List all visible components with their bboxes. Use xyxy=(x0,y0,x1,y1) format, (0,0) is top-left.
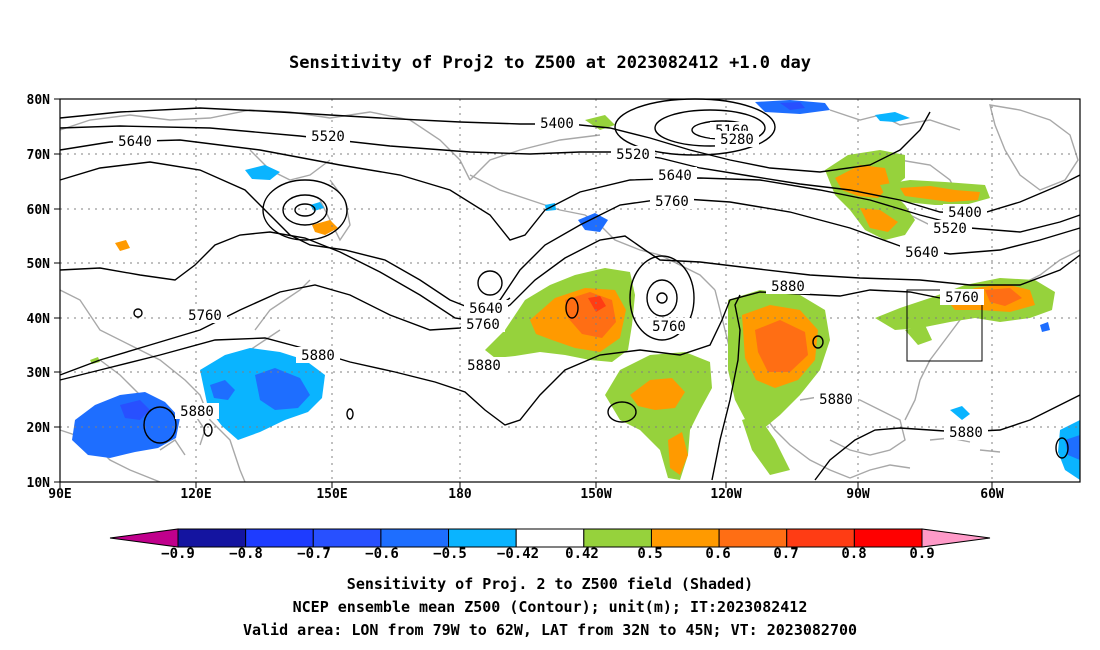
lon-tick-label: 150W xyxy=(580,487,611,502)
colorbar: −0.9 −0.8 −0.7 −0.6 −0.5 −0.42 0.42 0.5 … xyxy=(109,528,991,562)
lat-tick-label: 40N xyxy=(27,312,51,327)
colorbar-label: 0.6 xyxy=(705,546,730,562)
lat-tick-labels: 80N 70N 60N 50N 40N 30N 20N 10N xyxy=(27,93,51,491)
caption: Sensitivity of Proj. 2 to Z500 field (Sh… xyxy=(243,575,857,639)
contour-label: 5760 xyxy=(652,319,686,335)
contour-label: 5280 xyxy=(720,132,754,148)
colorbar-cells xyxy=(177,528,923,548)
lat-tick-label: 30N xyxy=(27,366,51,381)
colorbar-label: −0.42 xyxy=(497,546,539,562)
colorbar-label: 0.7 xyxy=(773,546,798,562)
colorbar-cell xyxy=(718,528,788,548)
lat-tick-label: 80N xyxy=(27,93,51,108)
lat-tick-label: 70N xyxy=(27,148,51,163)
lat-tick-label: 50N xyxy=(27,257,51,272)
lat-tick-label: 60N xyxy=(27,203,51,218)
contour-label: 5400 xyxy=(948,205,982,221)
contour-label: 5760 xyxy=(655,194,689,210)
colorbar-labels: −0.9 −0.8 −0.7 −0.6 −0.5 −0.42 0.42 0.5 … xyxy=(161,546,935,562)
colorbar-cell xyxy=(786,528,855,548)
colorbar-label: −0.8 xyxy=(229,546,263,562)
caption-line-2: NCEP ensemble mean Z500 (Contour); unit(… xyxy=(293,598,808,616)
colorbar-cell xyxy=(177,528,247,548)
colorbar-label: −0.6 xyxy=(365,546,399,562)
tick-marks xyxy=(54,98,993,488)
map-frame xyxy=(59,98,1081,483)
colorbar-cell xyxy=(380,528,450,548)
colorbar-right-arrow xyxy=(921,528,991,548)
contour-label: 5640 xyxy=(469,301,503,317)
contour-label: 5880 xyxy=(819,392,853,408)
lat-tick-label: 20N xyxy=(27,421,51,436)
contour-label: 5760 xyxy=(945,290,979,306)
contour-label: 5760 xyxy=(188,308,222,324)
colorbar-label: 0.5 xyxy=(637,546,662,562)
contour-label: 5880 xyxy=(301,348,335,364)
caption-line-1: Sensitivity of Proj. 2 to Z500 field (Sh… xyxy=(347,575,753,593)
contour-label: 5640 xyxy=(118,134,152,150)
colorbar-left-arrow xyxy=(109,528,179,548)
lon-tick-label: 60W xyxy=(980,487,1004,502)
colorbar-cell xyxy=(583,528,652,548)
contour-label: 5520 xyxy=(311,129,345,145)
colorbar-cell xyxy=(312,528,382,548)
colorbar-label: 0.8 xyxy=(841,546,866,562)
colorbar-label: 0.42 xyxy=(565,546,599,562)
lon-tick-label: 90W xyxy=(846,487,870,502)
lon-tick-labels: 90E 120E 150E 180 150W 120W 90W 60W xyxy=(48,487,1004,502)
contour-label: 5520 xyxy=(933,221,967,237)
lon-tick-label: 120E xyxy=(180,487,211,502)
lon-tick-label: 120W xyxy=(710,487,741,502)
lon-tick-label: 90E xyxy=(48,487,71,502)
contour-label: 5400 xyxy=(540,116,574,132)
colorbar-label: −0.9 xyxy=(161,546,195,562)
contour-labels: 5400 5160 5280 5520 5640 5520 5640 5760 … xyxy=(113,115,988,441)
colorbar-label: 0.9 xyxy=(909,546,934,562)
map-panel: 5400 5160 5280 5520 5640 5520 5640 5760 … xyxy=(27,93,1081,502)
contour-label: 5640 xyxy=(905,245,939,261)
contour-label: 5880 xyxy=(949,425,983,441)
colorbar-cell xyxy=(245,528,314,548)
caption-line-3: Valid area: LON from 79W to 62W, LAT fro… xyxy=(243,621,857,639)
colorbar-cell xyxy=(515,528,585,548)
contour-label: 5760 xyxy=(466,317,500,333)
colorbar-cell xyxy=(650,528,720,548)
colorbar-cell xyxy=(853,528,923,548)
contour-label: 5880 xyxy=(467,358,501,374)
lon-tick-label: 180 xyxy=(448,487,472,502)
colorbar-label: −0.7 xyxy=(297,546,331,562)
lon-tick-label: 150E xyxy=(316,487,347,502)
colorbar-label: −0.5 xyxy=(433,546,467,562)
figure-title: Sensitivity of Proj2 to Z500 at 20230824… xyxy=(289,53,811,73)
lat-tick-label: 10N xyxy=(27,476,51,491)
contour-label: 5880 xyxy=(180,404,214,420)
colorbar-cell xyxy=(448,528,517,548)
contour-label: 5640 xyxy=(658,168,692,184)
contour-label: 5520 xyxy=(616,147,650,163)
contour-label: 5880 xyxy=(771,279,805,295)
